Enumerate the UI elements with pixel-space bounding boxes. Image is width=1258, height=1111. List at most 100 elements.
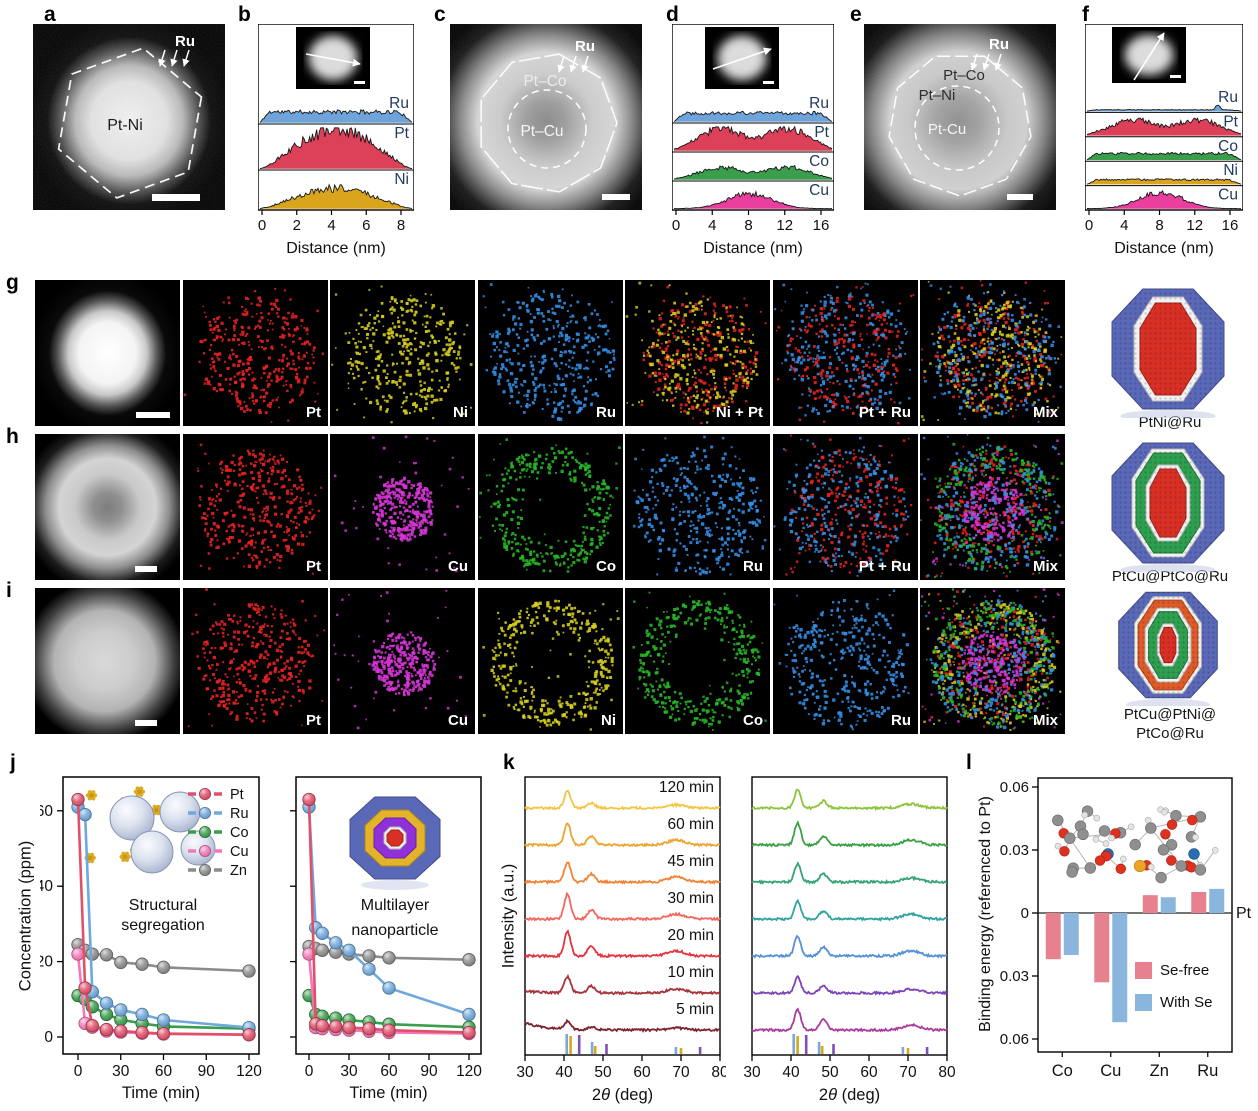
speckle-layer-0 <box>773 589 910 731</box>
legend-label-With Se: With Se <box>1160 994 1213 1011</box>
scale-bar <box>136 412 170 418</box>
x-tick: 90 <box>420 1063 438 1080</box>
ru-surface-label: Ru <box>989 36 1009 53</box>
eds-map-g-NiPt: Ni + Pt <box>625 280 770 426</box>
element-label-Cu: Cu <box>809 182 829 199</box>
legend-item-Ru: Ru <box>230 806 249 822</box>
line-scan-panel: Ru Pt Ni 0 2 4 6 8 Distance (nm) <box>258 24 414 257</box>
x-tick: 12 <box>1186 217 1203 234</box>
multilayer-model-inset <box>349 796 441 890</box>
element-label-Ni: Ni <box>394 171 409 188</box>
speckle-layer-1 <box>920 281 1063 422</box>
category-label-Zn: Zn <box>1150 1062 1169 1080</box>
model-ptcu-ptco-ru <box>1111 442 1225 572</box>
eds-map-h-Pt: Pt <box>183 434 328 580</box>
data-point-Pt <box>242 1028 256 1042</box>
x-tick: 8 <box>397 217 405 234</box>
profile-line-Pt <box>259 127 413 170</box>
data-point-Cu <box>71 947 85 961</box>
x-axis-label: Distance (nm) <box>1114 240 1214 257</box>
legend-swatch-With Se <box>1135 994 1152 1011</box>
profile-fill-Ru <box>260 109 412 123</box>
eds-map-canvas <box>333 589 468 730</box>
line-scan-panel: Ru Pt Co Cu 0 4 8 12 16 Distance (nm) <box>672 24 834 257</box>
x-tick: 0 <box>672 217 680 234</box>
ru-surface-label: Ru <box>575 38 595 55</box>
profile-line-Pt <box>1086 117 1242 135</box>
tem-image-i <box>35 588 180 734</box>
data-point-Zn <box>362 949 376 963</box>
xrd-curve-120 min <box>524 789 721 812</box>
x-tick: 60 <box>860 1064 878 1081</box>
y-tick: 0 <box>44 1029 53 1046</box>
x-tick: 4 <box>708 217 716 234</box>
data-point-Ru <box>78 807 92 822</box>
panel-letter-c: c <box>434 3 446 26</box>
y-tick: 0.03 <box>1000 842 1029 859</box>
panel-letter-h: h <box>6 425 19 448</box>
data-point-Zn <box>85 947 99 961</box>
outer-shell-label: Pt–Co <box>523 73 566 90</box>
data-point-Cu <box>302 947 316 961</box>
xrd-curve-5 min <box>524 1018 721 1034</box>
molecule-cluster <box>1129 806 1219 884</box>
profile-line-Pt <box>673 125 833 150</box>
xrd-curve-45 min <box>524 861 721 885</box>
binding-energy-chart: 0.06 0.03 0 −0.03 −0.06 Co Cu Zn Ru Pt Se-free With… <box>1000 777 1252 1080</box>
speckle-layer-1 <box>774 282 911 419</box>
y-tick: 0.06 <box>1000 779 1029 796</box>
data-point-Pt <box>315 1019 329 1033</box>
y-tick: −0.03 <box>1000 968 1029 985</box>
map-element-label: Pt <box>306 712 321 729</box>
scale-bar <box>1007 194 1033 200</box>
xrd-curve-20 min <box>524 929 721 959</box>
data-point-Ru <box>156 1013 171 1027</box>
reference-stick <box>817 1042 821 1054</box>
panel-e-overlay: Pt–Co Pt–Ni Pt-Cu Ru <box>864 24 1056 210</box>
x-tick: 12 <box>776 217 793 234</box>
category-label-Cu: Cu <box>1100 1062 1121 1080</box>
data-point-Zn <box>99 948 114 962</box>
speckle-layer-1 <box>773 436 910 577</box>
eds-map-canvas <box>183 287 325 423</box>
profile-fill-Cu <box>1087 190 1241 209</box>
speckle-layer-0 <box>632 435 767 576</box>
x-tick: 4 <box>1120 217 1128 234</box>
xrd-chart-k-left: 5 min 10 min 20 min 30 min 45 min 60 min 120 m… <box>516 776 726 1104</box>
time-label: 45 min <box>667 853 714 870</box>
mid-shell-label: Pt–Ni <box>919 87 956 104</box>
speckle-layer-0 <box>478 438 621 573</box>
time-label: 60 min <box>667 816 714 833</box>
x-tick: 60 <box>633 1064 651 1081</box>
eds-map-canvas <box>196 443 323 575</box>
y-tick: 60 <box>40 803 53 820</box>
x-tick: 8 <box>1155 217 1163 234</box>
data-point-Pt <box>156 1026 171 1041</box>
eds-map-canvas <box>920 588 1062 731</box>
x-tick: 0 <box>258 217 266 234</box>
profile-fill-Ni <box>260 184 412 209</box>
profile-line-Ru <box>259 109 413 123</box>
legend-item-Cu: Cu <box>230 844 249 860</box>
panel-letter-j: j <box>10 751 16 774</box>
eds-map-h-Co: Co <box>478 434 623 580</box>
data-point-Pt <box>99 1022 114 1037</box>
eds-map-canvas <box>478 438 621 573</box>
plot-box <box>524 776 721 1056</box>
data-point-Pt <box>85 1019 99 1033</box>
x-tick: 8 <box>744 217 752 234</box>
x-axis-label: 2θ (deg) <box>819 1086 880 1104</box>
x-tick: 60 <box>380 1063 398 1080</box>
concentration-chart-j-left: 0 20 40 60 0 30 60 90 120 Time (min) Structural seg… <box>40 776 262 1102</box>
data-point-Pt <box>78 981 92 995</box>
panel-letter-b: b <box>238 3 251 26</box>
x-tick: 80 <box>711 1064 726 1081</box>
speckle-layer-0 <box>784 434 913 576</box>
x-tick: 16 <box>813 217 830 234</box>
x-axis-label: Distance (nm) <box>703 240 803 257</box>
map-element-label: Cu <box>448 558 468 575</box>
panel-letter-g: g <box>6 271 19 294</box>
data-point-Pt <box>329 1019 343 1034</box>
panel-letter-k: k <box>503 751 515 774</box>
l-ylabel: Binding energy (referenced to Pt) <box>977 796 994 1032</box>
